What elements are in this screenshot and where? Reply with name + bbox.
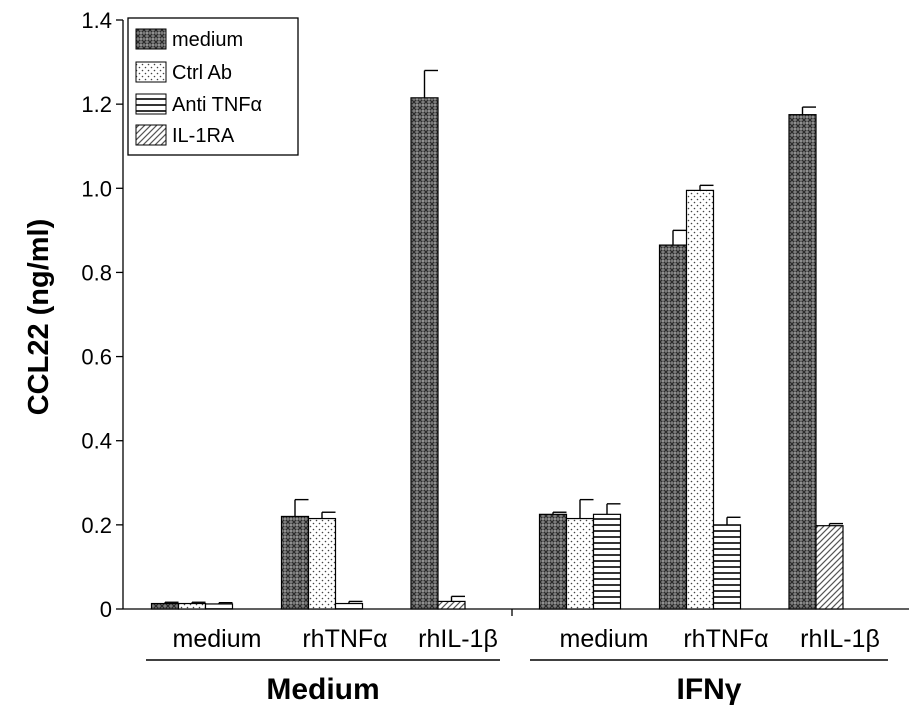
bar-anti-tnf- [334,602,364,610]
bar-anti-tnf- [204,603,234,610]
bar-medium [280,515,310,610]
legend-swatch-il-1ra [135,124,167,146]
bar-medium [538,513,568,610]
y-tick-label: 0.6 [81,345,112,370]
bar-ctrl-ab [685,189,715,610]
group-label: IFNγ [676,673,741,706]
x-category-label: medium [173,625,262,653]
bar-medium [410,97,439,610]
x-axis [123,608,909,616]
legend-label-ctrl-ab: Ctrl Ab [172,62,232,84]
legend-swatch-medium [135,28,167,50]
bar-anti-tnf- [592,513,622,610]
bar-ctrl-ab [565,517,595,610]
legend-swatch-anti-tnfa [135,93,167,115]
legend-swatch-ctrl-ab [135,61,167,83]
bar-medium [788,114,817,610]
bar-anti-tnf- [712,524,742,610]
category-labels: medium rhTNFα rhIL-1β medium rhTNFα rhIL-1β [173,625,880,653]
y-tick-label: 1.4 [81,8,112,33]
y-tick-label: 0 [100,597,112,622]
group-labels: Medium IFNγ [146,659,888,706]
y-tick-label: 1.2 [81,92,112,117]
group-label: Medium [266,673,379,706]
y-tick-label: 1.0 [81,176,112,201]
legend-label-il-1ra: IL-1RA [172,125,235,147]
y-tick-label: 0.8 [81,260,112,285]
x-category-label: rhIL-1β [418,625,498,653]
legend-label-medium: medium [172,29,243,51]
y-tick-label: 0.4 [81,429,112,454]
bar-medium [658,244,688,610]
bar-ctrl-ab [177,602,207,610]
legend: medium Ctrl Ab Anti TNFα IL-1RA [127,17,299,156]
y-axis-label: CCL22 (ng/ml) [23,219,55,416]
bar-il-1ra [437,600,466,610]
y-axis: 0 0.2 0.4 0.6 0.8 1.0 1.2 1.4 [81,8,124,622]
bar-il-1ra [815,525,844,610]
y-tick-label: 0.2 [81,513,112,538]
bar-medium [150,602,180,610]
bars [150,69,844,610]
legend-label-anti-tnfa: Anti TNFα [172,94,262,116]
bar-ctrl-ab [307,517,337,610]
x-category-label: rhIL-1β [800,625,880,653]
x-category-label: rhTNFα [683,625,768,653]
x-category-label: medium [560,625,649,653]
x-category-label: rhTNFα [302,625,387,653]
